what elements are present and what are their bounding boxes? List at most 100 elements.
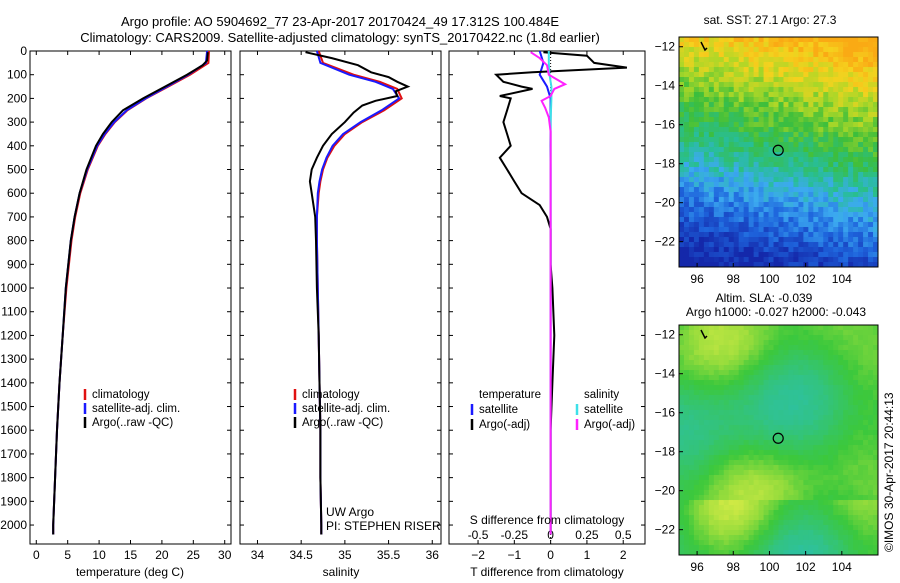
map-cell [758,207,764,213]
map-cell [688,152,695,158]
map-cell [683,375,690,381]
map-cell [698,355,705,361]
map-cell [763,395,769,401]
map-cell [763,460,769,466]
map-cell [708,97,715,103]
map-cell [783,242,789,248]
map-cell [703,147,710,153]
map-cell [713,325,720,331]
map-cell [728,137,735,143]
map-cell [688,330,695,336]
map-cell [823,142,829,148]
map-cell [788,147,794,153]
map-cell [863,425,869,431]
map-cell [858,470,864,476]
map-cell [778,127,784,133]
map-cell [743,137,750,143]
map-cell [838,380,844,386]
map-cell [833,122,839,128]
map-cell [798,500,804,506]
map-cell [813,350,819,356]
map-cell [728,450,735,456]
map-cell [738,57,745,63]
map-cell [838,92,844,98]
map-cell [873,97,879,103]
map-cell [803,470,809,476]
y-tick-label: 700 [7,210,27,224]
map-cell [743,375,750,381]
map-cell [723,207,730,213]
map-cell [688,42,695,48]
map-cell [758,395,764,401]
map-cell [843,217,849,223]
map-cell [683,142,690,148]
map-cell [703,142,710,148]
map-cell [853,162,859,168]
map-cell [818,42,824,48]
map-cell [788,92,794,98]
map-cell [688,345,695,351]
y-tick-label: −22 [655,523,676,537]
map-cell [838,97,844,103]
map-cell [818,37,824,43]
map-cell [679,455,685,461]
map-cell [753,465,760,471]
x-tick-label: 104 [832,560,852,574]
map-cell [693,330,700,336]
map-cell [813,360,819,366]
map-cell [873,47,879,53]
map-cell [838,127,844,133]
map-cell [793,500,799,506]
map-cell [683,485,690,491]
map-cell [768,450,774,456]
map-cell [848,137,854,143]
map-cell [848,142,854,148]
map-cell [738,390,745,396]
map-cell [793,530,799,536]
map-cell [713,405,720,411]
map-cell [858,525,864,531]
legend-label: climatology [92,389,150,401]
map-cell [748,247,755,253]
map-cell [863,132,869,138]
map-cell [693,350,700,356]
map-cell [713,380,720,386]
map-cell [748,360,755,366]
map-cell [733,37,740,43]
map-cell [838,460,844,466]
map-cell [863,415,869,421]
map-cell [738,365,745,371]
map-cell [838,430,844,436]
map-cell [713,62,720,68]
map-cell [843,127,849,133]
map-cell [688,247,695,253]
map-cell [833,460,839,466]
map-cell [823,480,829,486]
map-cell [698,375,705,381]
map-cell [798,187,804,193]
map-cell [778,375,784,381]
map-cell [758,97,764,103]
map-cell [723,122,730,128]
map-cell [758,450,764,456]
map-cell [843,227,849,233]
map-cell [863,380,869,386]
map-cell [733,127,740,133]
map-cell [718,385,725,391]
legend-label: Argo(..raw -QC) [302,417,383,429]
map-cell [853,435,859,441]
map-cell [863,82,869,88]
map-cell [768,237,774,243]
map-cell [683,222,690,228]
map-cell [853,137,859,143]
map-cell [748,370,755,376]
map-cell [838,450,844,456]
map-cell [838,77,844,83]
map-cell [853,390,859,396]
map-cell [838,495,844,501]
map-cell [813,400,819,406]
map-cell [683,325,690,331]
map-cell [713,400,720,406]
map-cell [798,505,804,511]
map-cell [688,257,695,263]
